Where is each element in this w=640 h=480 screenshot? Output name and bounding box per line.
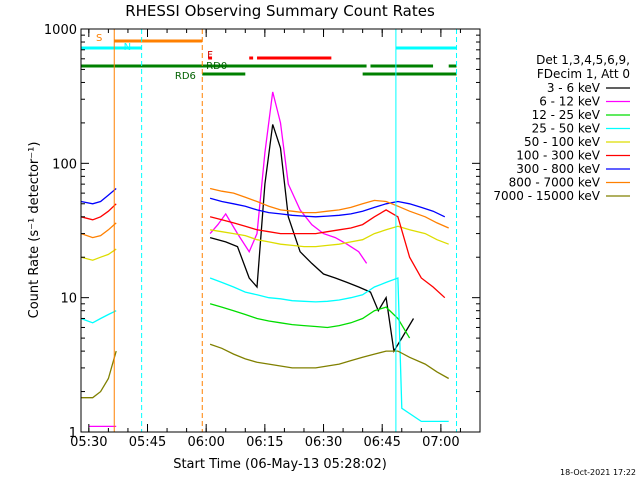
x-tick-label-1: 05:45	[129, 435, 166, 450]
status-label-night: N	[124, 42, 131, 53]
x-tick-label-6: 07:00	[422, 435, 459, 450]
series-lines	[81, 91, 450, 428]
series-line-8-0	[81, 350, 117, 399]
footer-date: 18-Oct-2021 17:22	[560, 468, 636, 477]
legend-label-8: 7000 - 15000 keV	[493, 189, 600, 203]
series-line-1-1	[209, 91, 368, 264]
x-tick-label-2: 06:00	[187, 435, 224, 450]
legend: Det 1,3,4,5,6,9, FDecim 1, Att 0 3 - 6 k…	[493, 53, 630, 203]
y-tick-label-0: 1	[69, 426, 77, 441]
vertical-markers	[113, 29, 458, 432]
legend-label-5: 100 - 300 keV	[516, 149, 600, 163]
y-axis-label: Count Rate (s⁻¹ detector⁻¹)	[27, 142, 42, 319]
series-line-4-0	[81, 248, 117, 261]
series-line-6-1	[209, 197, 446, 218]
x-tick-label-3: 06:15	[246, 435, 283, 450]
series-line-5-1	[209, 209, 446, 299]
axis-ticks: 05:30 05:45 06:00 06:15 06:30 06:45 07:00 1 10 10…	[44, 23, 481, 450]
legend-label-2: 12 - 25 keV	[532, 108, 601, 122]
series-line-2-0	[209, 303, 411, 339]
series-line-5-0	[81, 203, 117, 221]
legend-header-line1: Det 1,3,4,5,6,9,	[536, 53, 630, 67]
status-label-rd0: RD0	[206, 61, 227, 72]
series-line-4-1	[209, 225, 449, 248]
status-label-flare: F	[207, 50, 213, 61]
y-tick-label-2: 100	[52, 157, 77, 172]
x-tick-label-5: 06:45	[363, 435, 400, 450]
y-axis-label-group: Count Rate (s⁻¹ detector⁻¹)	[27, 142, 42, 319]
x-axis-label: Start Time (06-May-13 05:28:02)	[173, 457, 387, 472]
series-line-6-0	[81, 188, 117, 205]
status-label-saa: S	[96, 33, 102, 44]
series-line-7-1	[209, 187, 449, 229]
series-line-3-0	[81, 310, 117, 324]
chart-title: RHESSI Observing Summary Count Rates	[125, 2, 435, 20]
legend-label-7: 800 - 7000 keV	[509, 176, 601, 190]
series-line-8-1	[209, 343, 450, 380]
legend-label-6: 300 - 800 keV	[516, 162, 600, 176]
legend-label-0: 3 - 6 keV	[547, 81, 601, 95]
legend-label-4: 50 - 100 keV	[524, 135, 601, 149]
y-tick-label-1: 10	[60, 292, 77, 307]
legend-label-3: 25 - 50 keV	[532, 122, 601, 136]
y-tick-label-3: 1000	[44, 23, 77, 38]
series-line-7-0	[81, 222, 117, 239]
status-label-rd6: RD6	[175, 71, 196, 82]
x-tick-label-0: 05:30	[70, 435, 107, 450]
series-line-0-0	[209, 124, 415, 353]
x-tick-label-4: 06:30	[305, 435, 342, 450]
legend-header-line2: FDecim 1, Att 0	[537, 67, 630, 81]
legend-label-1: 6 - 12 keV	[539, 95, 601, 109]
plot-frame	[80, 28, 481, 433]
series-line-3-1	[209, 277, 449, 423]
